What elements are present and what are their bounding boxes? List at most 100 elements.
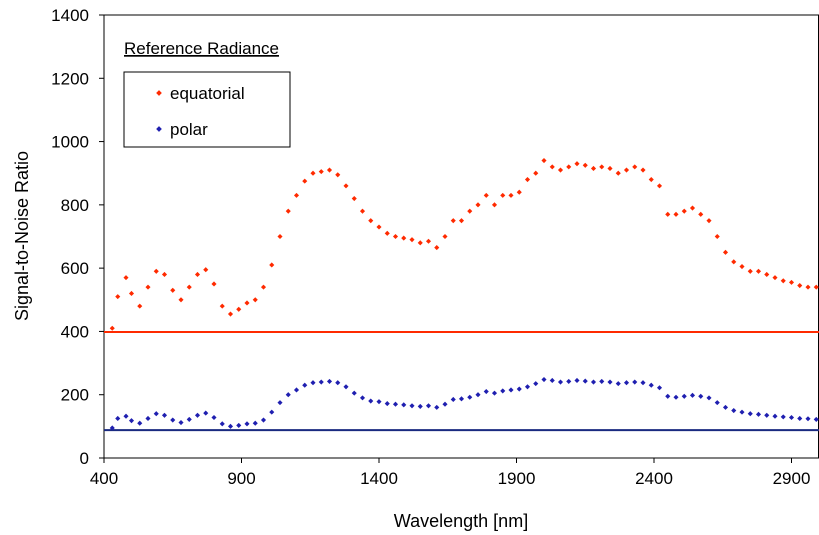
data-point-polar xyxy=(359,395,366,401)
data-point-equatorial xyxy=(310,170,316,176)
data-point-equatorial xyxy=(475,202,481,208)
data-point-equatorial xyxy=(153,268,159,274)
data-point-equatorial xyxy=(211,281,217,287)
data-point-equatorial xyxy=(656,183,663,189)
data-point-equatorial xyxy=(368,218,374,224)
data-point-polar xyxy=(194,412,201,418)
data-point-polar xyxy=(161,412,168,418)
data-point-polar xyxy=(524,384,531,390)
data-point-equatorial xyxy=(755,268,762,274)
data-point-polar xyxy=(244,421,250,427)
data-point-polar xyxy=(227,423,234,429)
data-point-polar xyxy=(599,378,605,384)
data-point-polar xyxy=(285,392,291,398)
data-point-equatorial xyxy=(277,233,283,240)
legend-title: Reference Radiance xyxy=(124,39,279,58)
data-point-polar xyxy=(219,421,225,427)
data-point-equatorial xyxy=(351,195,357,202)
data-point-equatorial xyxy=(533,170,539,176)
data-point-equatorial xyxy=(706,218,712,224)
data-point-polar xyxy=(533,381,539,387)
data-point-equatorial xyxy=(623,167,630,173)
data-point-polar xyxy=(747,411,753,417)
data-point-polar xyxy=(335,380,341,386)
y-tick-label: 0 xyxy=(80,449,89,468)
legend-box xyxy=(123,71,291,148)
x-tick-label: 400 xyxy=(90,469,118,488)
data-point-polar xyxy=(722,404,729,410)
data-point-equatorial xyxy=(665,211,671,217)
data-point-equatorial xyxy=(491,202,498,208)
y-axis-title: Signal-to-Noise Ratio xyxy=(12,151,32,321)
x-tick-label: 1900 xyxy=(498,469,536,488)
data-point-equatorial xyxy=(640,167,646,173)
data-point-polar xyxy=(673,394,679,400)
data-point-equatorial xyxy=(434,245,440,251)
data-point-polar xyxy=(772,413,778,419)
data-point-polar xyxy=(731,407,737,414)
data-point-equatorial xyxy=(582,162,588,168)
data-point-polar xyxy=(123,413,129,419)
data-point-polar xyxy=(698,393,704,399)
data-point-polar xyxy=(351,390,357,396)
data-point-equatorial xyxy=(227,311,234,317)
data-point-polar xyxy=(467,394,473,400)
data-point-equatorial xyxy=(376,224,382,230)
x-axis-title: Wavelength [nm] xyxy=(394,511,528,531)
data-point-polar xyxy=(508,387,514,393)
data-point-equatorial xyxy=(384,230,390,236)
data-point-equatorial xyxy=(516,189,522,195)
data-point-polar xyxy=(706,395,712,401)
data-point-polar xyxy=(128,418,135,424)
data-point-equatorial xyxy=(722,249,729,255)
data-point-polar xyxy=(318,379,324,385)
data-point-equatorial xyxy=(115,294,121,300)
data-point-polar xyxy=(434,404,440,410)
series-polar xyxy=(109,376,819,431)
data-point-equatorial xyxy=(467,208,473,214)
x-tick-label: 2900 xyxy=(773,469,811,488)
data-point-equatorial xyxy=(557,167,564,173)
legend: Reference Radiance equatorial polar xyxy=(123,39,291,148)
data-point-polar xyxy=(582,378,588,384)
data-point-equatorial xyxy=(458,218,465,224)
data-point-equatorial xyxy=(590,165,597,172)
data-point-polar xyxy=(475,392,481,398)
data-point-equatorial xyxy=(260,284,267,290)
data-point-polar xyxy=(203,410,209,416)
data-point-equatorial xyxy=(425,238,432,244)
data-point-equatorial xyxy=(508,192,514,198)
data-point-polar xyxy=(326,378,333,384)
data-point-equatorial xyxy=(797,283,803,289)
data-point-polar xyxy=(392,401,399,407)
data-point-polar xyxy=(665,393,671,399)
data-point-equatorial xyxy=(780,278,786,284)
data-point-equatorial xyxy=(524,176,531,183)
data-point-equatorial xyxy=(805,284,811,290)
data-point-polar xyxy=(755,411,762,417)
data-point-equatorial xyxy=(566,164,572,170)
y-tick-label: 800 xyxy=(61,196,89,215)
data-point-equatorial xyxy=(392,233,399,240)
data-point-equatorial xyxy=(648,176,654,183)
data-point-polar xyxy=(343,384,349,390)
data-point-equatorial xyxy=(417,240,423,246)
x-tick-label: 1400 xyxy=(360,469,398,488)
data-point-polar xyxy=(632,379,638,385)
data-point-equatorial xyxy=(788,279,795,285)
data-point-polar xyxy=(442,401,448,407)
data-point-polar xyxy=(557,379,564,385)
series-equatorial xyxy=(109,158,819,331)
data-point-polar xyxy=(450,396,456,403)
data-point-equatorial xyxy=(500,192,506,198)
data-point-equatorial xyxy=(714,233,720,240)
data-point-equatorial xyxy=(731,259,737,265)
data-point-polar xyxy=(516,386,522,392)
data-point-equatorial xyxy=(450,218,456,224)
data-point-polar xyxy=(623,380,630,386)
data-point-equatorial xyxy=(549,164,555,170)
data-point-polar xyxy=(640,380,646,386)
data-point-polar xyxy=(109,425,115,431)
legend-marker-polar xyxy=(156,126,162,132)
data-point-equatorial xyxy=(681,208,687,214)
